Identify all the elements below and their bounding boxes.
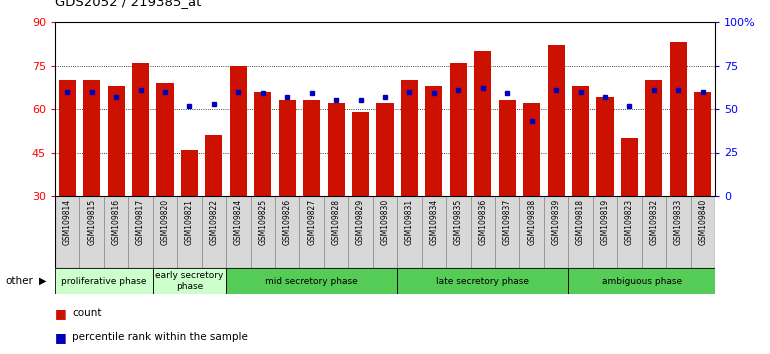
Bar bbox=[152, 196, 177, 268]
Text: GSM109818: GSM109818 bbox=[576, 199, 585, 245]
Text: GSM109828: GSM109828 bbox=[332, 199, 340, 245]
Bar bbox=[422, 196, 446, 268]
Bar bbox=[55, 196, 79, 268]
Text: GSM109840: GSM109840 bbox=[698, 199, 708, 245]
Text: GSM109837: GSM109837 bbox=[503, 199, 512, 245]
Text: GSM109835: GSM109835 bbox=[454, 199, 463, 245]
Text: GSM109829: GSM109829 bbox=[356, 199, 365, 245]
Bar bbox=[470, 196, 495, 268]
Bar bbox=[568, 196, 593, 268]
Bar bbox=[544, 196, 568, 268]
Bar bbox=[152, 268, 226, 294]
Bar bbox=[397, 268, 568, 294]
Bar bbox=[547, 45, 564, 196]
Text: GSM109822: GSM109822 bbox=[209, 199, 219, 245]
Bar bbox=[352, 112, 369, 196]
Bar bbox=[572, 86, 589, 196]
Bar bbox=[324, 196, 348, 268]
Bar bbox=[129, 196, 152, 268]
Bar bbox=[523, 103, 541, 196]
Text: proliferative phase: proliferative phase bbox=[61, 276, 146, 285]
Bar bbox=[202, 196, 226, 268]
Text: GSM109815: GSM109815 bbox=[87, 199, 96, 245]
Text: percentile rank within the sample: percentile rank within the sample bbox=[72, 332, 248, 342]
Bar bbox=[568, 268, 715, 294]
Bar bbox=[250, 196, 275, 268]
Bar bbox=[181, 150, 198, 196]
Text: GSM109831: GSM109831 bbox=[405, 199, 414, 245]
Bar bbox=[618, 196, 641, 268]
Text: GSM109830: GSM109830 bbox=[380, 199, 390, 245]
Bar bbox=[226, 268, 397, 294]
Text: ■: ■ bbox=[55, 307, 67, 320]
Bar bbox=[691, 196, 715, 268]
Text: GSM109816: GSM109816 bbox=[112, 199, 121, 245]
Bar bbox=[303, 100, 320, 196]
Text: GSM109823: GSM109823 bbox=[625, 199, 634, 245]
Bar bbox=[275, 196, 300, 268]
Text: early secretory
phase: early secretory phase bbox=[156, 271, 223, 291]
Bar bbox=[401, 80, 418, 196]
Text: ■: ■ bbox=[55, 331, 67, 344]
Bar bbox=[425, 86, 443, 196]
Bar bbox=[621, 138, 638, 196]
Text: other: other bbox=[5, 276, 33, 286]
Text: GSM109827: GSM109827 bbox=[307, 199, 316, 245]
Text: GSM109821: GSM109821 bbox=[185, 199, 194, 245]
Text: GSM109833: GSM109833 bbox=[674, 199, 683, 245]
Text: GSM109826: GSM109826 bbox=[283, 199, 292, 245]
Bar bbox=[55, 268, 152, 294]
Text: ambiguous phase: ambiguous phase bbox=[601, 276, 681, 285]
Text: GSM109824: GSM109824 bbox=[234, 199, 243, 245]
Bar bbox=[79, 196, 104, 268]
Text: GDS2052 / 219385_at: GDS2052 / 219385_at bbox=[55, 0, 202, 8]
Bar bbox=[229, 65, 247, 196]
Text: late secretory phase: late secretory phase bbox=[437, 276, 529, 285]
Bar bbox=[499, 100, 516, 196]
Bar bbox=[641, 196, 666, 268]
Bar bbox=[670, 42, 687, 196]
Bar bbox=[474, 51, 491, 196]
Text: GSM109819: GSM109819 bbox=[601, 199, 610, 245]
Text: GSM109838: GSM109838 bbox=[527, 199, 536, 245]
Bar bbox=[520, 196, 544, 268]
Bar bbox=[300, 196, 324, 268]
Bar bbox=[206, 135, 223, 196]
Bar bbox=[666, 196, 691, 268]
Bar bbox=[59, 80, 75, 196]
Text: ▶: ▶ bbox=[39, 276, 46, 286]
Text: GSM109825: GSM109825 bbox=[258, 199, 267, 245]
Text: GSM109814: GSM109814 bbox=[62, 199, 72, 245]
Bar bbox=[446, 196, 470, 268]
Text: GSM109839: GSM109839 bbox=[551, 199, 561, 245]
Bar bbox=[377, 103, 393, 196]
Bar bbox=[104, 196, 129, 268]
Bar bbox=[495, 196, 520, 268]
Text: count: count bbox=[72, 308, 102, 318]
Bar bbox=[279, 100, 296, 196]
Bar bbox=[108, 86, 125, 196]
Bar bbox=[645, 80, 662, 196]
Bar bbox=[83, 80, 100, 196]
Bar bbox=[348, 196, 373, 268]
Text: GSM109834: GSM109834 bbox=[430, 199, 438, 245]
Text: GSM109836: GSM109836 bbox=[478, 199, 487, 245]
Bar bbox=[695, 92, 711, 196]
Bar bbox=[593, 196, 618, 268]
Text: GSM109832: GSM109832 bbox=[649, 199, 658, 245]
Bar bbox=[254, 92, 271, 196]
Bar bbox=[177, 196, 202, 268]
Bar bbox=[450, 63, 467, 196]
Text: GSM109820: GSM109820 bbox=[160, 199, 169, 245]
Text: GSM109817: GSM109817 bbox=[136, 199, 145, 245]
Bar bbox=[327, 103, 345, 196]
Bar bbox=[156, 83, 173, 196]
Bar bbox=[132, 63, 149, 196]
Bar bbox=[226, 196, 250, 268]
Bar bbox=[373, 196, 397, 268]
Text: mid secretory phase: mid secretory phase bbox=[266, 276, 358, 285]
Bar bbox=[397, 196, 422, 268]
Bar bbox=[597, 97, 614, 196]
